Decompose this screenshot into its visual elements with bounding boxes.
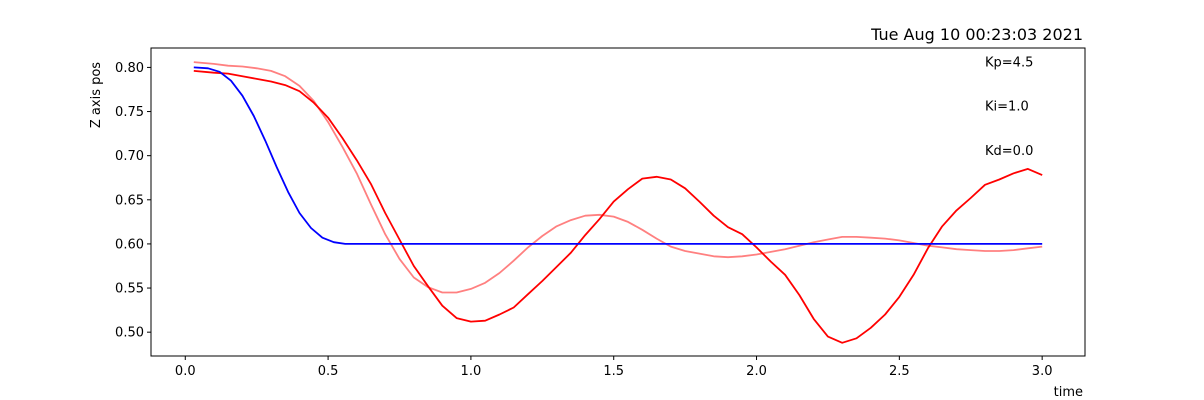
x-tick-label: 1.5 <box>603 364 624 379</box>
timestamp-title: Tue Aug 10 00:23:03 2021 <box>870 25 1083 44</box>
gain-annotation: Kp=4.5 <box>985 56 1033 71</box>
x-axis-label: time <box>1054 385 1083 400</box>
x-ticks: 0.0 0.5 1.0 1.5 2.0 2.5 3.0 <box>175 356 1053 379</box>
series-line-0 <box>193 61 1043 294</box>
x-tick-label: 0.0 <box>175 364 196 379</box>
y-ticks: 0.50 0.55 0.60 0.65 0.70 0.75 0.80 <box>115 61 151 341</box>
series-layer <box>193 61 1043 344</box>
x-tick-label: 2.5 <box>889 364 910 379</box>
series-line-2 <box>193 66 1043 245</box>
plot-frame <box>150 47 1086 357</box>
y-tick-label: 0.55 <box>115 282 144 297</box>
y-tick-label: 0.80 <box>115 61 144 76</box>
annotations: Kp=4.5 Ki=1.0 Kd=0.0 <box>985 56 1033 159</box>
y-axis-label: Z axis pos <box>89 62 104 128</box>
x-tick-label: 3.0 <box>1032 364 1053 379</box>
gain-annotation: Kd=0.0 <box>985 144 1033 159</box>
y-tick-label: 0.75 <box>115 105 144 120</box>
x-tick-label: 0.5 <box>318 364 339 379</box>
gain-annotation: Ki=1.0 <box>985 100 1029 115</box>
y-tick-label: 0.50 <box>115 326 144 341</box>
y-tick-label: 0.70 <box>115 149 144 164</box>
y-tick-label: 0.60 <box>115 237 144 252</box>
series-line-1 <box>193 70 1043 344</box>
x-tick-label: 1.0 <box>461 364 482 379</box>
x-tick-label: 2.0 <box>746 364 767 379</box>
y-tick-label: 0.65 <box>115 193 144 208</box>
